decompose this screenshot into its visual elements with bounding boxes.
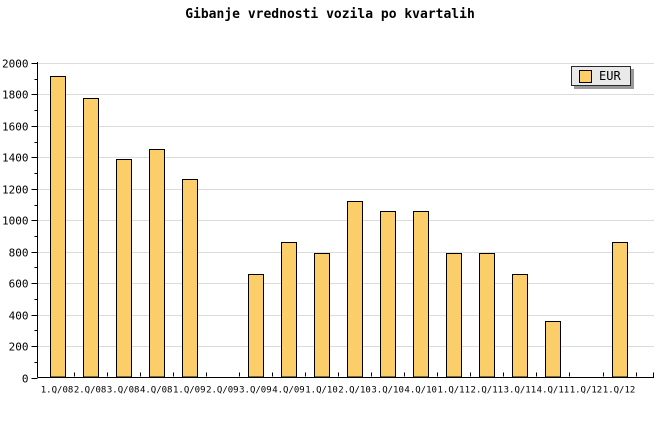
bar	[380, 211, 396, 378]
x-tick-label: 2.Q/10	[338, 386, 371, 396]
bar	[281, 242, 297, 378]
legend: EUR	[571, 66, 631, 86]
x-tick-label: 2.Q/09	[206, 386, 239, 396]
y-tick-label: 600	[9, 278, 29, 291]
y-tick-label: 1000	[2, 215, 29, 228]
x-tick-label: 1.Q/12	[570, 386, 603, 396]
x-tick-label: 4.Q/08	[140, 386, 173, 396]
x-tick-label: 3.Q/09	[239, 386, 272, 396]
bar	[149, 149, 165, 378]
legend-swatch-icon	[579, 69, 592, 83]
x-tick-label: 1.Q/10	[305, 386, 338, 396]
bar	[612, 242, 628, 378]
x-tick-label: 1.Q/09	[173, 386, 206, 396]
y-tick-label: 2000	[2, 58, 29, 71]
x-tick-label: 2.Q/11	[471, 386, 504, 396]
y-tick-label: 800	[9, 247, 29, 260]
bar	[479, 253, 495, 378]
y-tick-label: 1400	[2, 152, 29, 165]
x-tick-label: 1.Q/12	[603, 386, 636, 396]
y-tick-label: 1800	[2, 89, 29, 102]
bar	[446, 253, 462, 378]
bar	[512, 274, 528, 378]
bar	[314, 253, 330, 378]
x-tick-label: 3.Q/10	[371, 386, 404, 396]
x-tick-label: 1.Q/08	[41, 386, 74, 396]
chart-title: Gibanje vrednosti vozila po kvartalih	[185, 7, 475, 22]
x-tick-label: 4.Q/11	[537, 386, 570, 396]
bar	[83, 98, 99, 378]
bar	[182, 179, 198, 378]
bar	[50, 76, 66, 378]
bar	[545, 321, 561, 378]
x-tick-label: 3.Q/08	[107, 386, 140, 396]
bar	[248, 274, 264, 378]
legend-series-label: EUR	[599, 69, 621, 83]
bar	[116, 159, 132, 378]
y-tick-label: 200	[9, 341, 29, 354]
x-tick-label: 2.Q/08	[74, 386, 107, 396]
bar	[413, 211, 429, 378]
x-tick-label: 4.Q/10	[404, 386, 437, 396]
y-tick-label: 0	[22, 373, 29, 386]
y-tick-label: 1600	[2, 121, 29, 134]
bar	[347, 201, 363, 378]
y-tick-label: 400	[9, 310, 29, 323]
x-tick-label: 1.Q/11	[437, 386, 470, 396]
x-tick-label: 4.Q/09	[272, 386, 305, 396]
x-tick-label: 3.Q/11	[504, 386, 537, 396]
y-tick-label: 1200	[2, 184, 29, 197]
